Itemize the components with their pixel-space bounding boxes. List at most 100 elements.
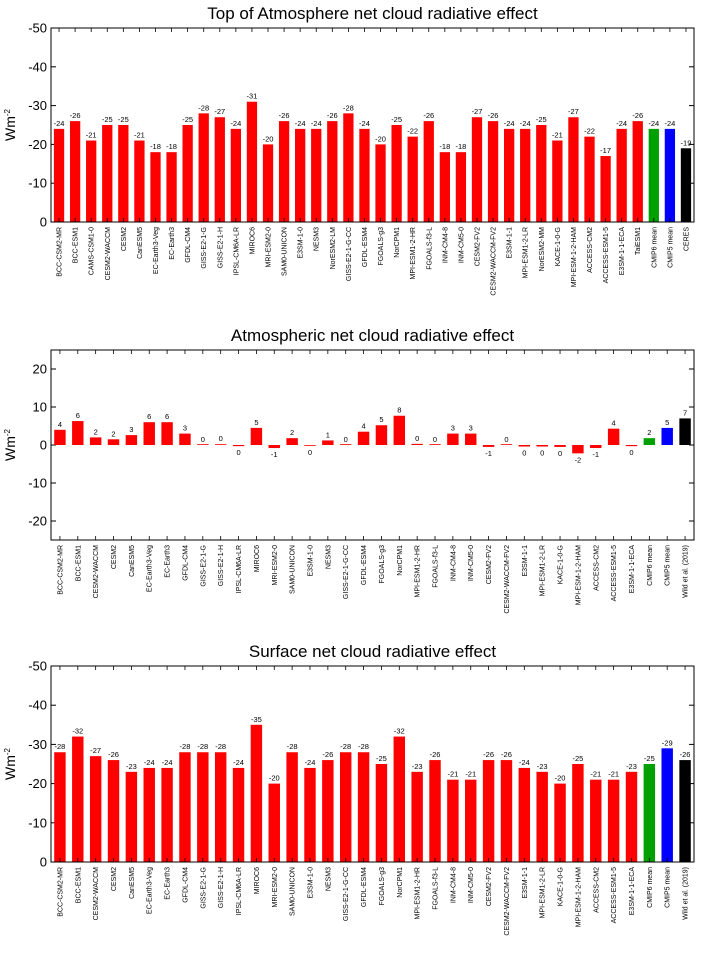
sfc-category-label: GISS-E2-1-G-CC xyxy=(343,867,350,921)
toa-bar-gfdl-cm4 xyxy=(182,125,193,222)
atm-bar-gfdl-esm4 xyxy=(357,431,370,445)
toa-y-axis-label: Wm-2 xyxy=(2,108,18,141)
toa-data-label: -28 xyxy=(343,103,354,112)
sfc-data-label: -24 xyxy=(305,758,316,767)
toa-category-label: NorESM2-LM xyxy=(330,227,337,270)
toa-category-label: EC-Earth3-Veg xyxy=(153,227,160,274)
sfc-data-label: -24 xyxy=(144,758,155,767)
atm-bar-e3sm-1-1-eca xyxy=(625,445,638,447)
sfc-category-label: IPSL-CM6A-LR xyxy=(236,867,243,915)
surface-cre-chart: Surface net cloud radiative effect Wm-2 0 -… xyxy=(2,642,695,936)
sfc-plot-frame xyxy=(50,665,695,863)
atm-bar-norcpm1 xyxy=(393,415,406,445)
atm-data-label: 4 xyxy=(612,419,616,428)
toa-data-label: -26 xyxy=(423,111,434,120)
sfc-ytick-label: -20 xyxy=(28,776,47,791)
toa-data-label: -26 xyxy=(327,111,338,120)
toa-data-label: -20 xyxy=(375,134,386,143)
sfc-category-label: GISS-E2-1-H xyxy=(218,867,225,908)
atm-chart-title: Atmospheric net cloud radiative effect xyxy=(231,326,514,345)
sfc-category-label: BCC-CSM2-MR xyxy=(57,867,64,917)
sfc-ytick-label: -30 xyxy=(28,737,47,752)
atm-category-label: GFDL-ESM4 xyxy=(361,545,368,585)
atm-data-label: 2 xyxy=(111,429,115,438)
atm-y-axis-label: Wm-2 xyxy=(2,428,18,461)
atm-data-label: 8 xyxy=(397,406,401,415)
toa-category-label: INM-CM5-0 xyxy=(458,227,465,263)
toa-bar-sam0-unicon xyxy=(278,121,290,222)
sfc-data-label: -26 xyxy=(108,750,119,759)
toa-data-label: -24 xyxy=(230,119,241,128)
atm-category-label: BCC-ESM1 xyxy=(75,545,82,581)
atm-bar-fgoals-f3-l xyxy=(429,444,441,445)
toa-category-label: SAM0-UNICON xyxy=(282,227,289,276)
sfc-data-label: -23 xyxy=(126,762,137,771)
sfc-y-axis-label: Wm-2 xyxy=(2,747,18,780)
toa-bar-giss-e2-1-h xyxy=(214,117,225,222)
atm-y-axis-label-sup: -2 xyxy=(3,428,12,436)
sfc-category-label: FGOALS-g3 xyxy=(379,867,386,906)
toa-data-label: -19 xyxy=(681,138,692,147)
sfc-data-label: -26 xyxy=(483,750,494,759)
sfc-bar-e3sm-1-1 xyxy=(518,767,531,862)
atm-data-label: 0 xyxy=(540,449,544,458)
atm-category-label: E3SM-1-1-ECA xyxy=(629,545,636,594)
atm-data-label: 2 xyxy=(290,428,294,437)
sfc-category-label: KACE-1-0-G xyxy=(558,867,565,906)
toa-category-label: MPI-ESM1-2-LR xyxy=(523,227,530,278)
atm-bar-cmip6-mean xyxy=(643,438,656,445)
toa-category-label: FGOALS-g3 xyxy=(378,227,385,266)
sfc-bar-giss-e2-1-h xyxy=(214,752,227,862)
sfc-bar-nesm3 xyxy=(322,760,334,862)
atm-bar-wild-et-al-2019- xyxy=(679,418,691,445)
sfc-category-label: E3SM-1-1-ECA xyxy=(629,867,636,916)
atm-bar-giss-e2-1-g-cc xyxy=(339,444,352,445)
atm-bar-ipsl-cm6a-lr xyxy=(232,445,245,447)
toa-data-label: -17 xyxy=(600,146,611,155)
sfc-bar-cesm2-waccm-fv2 xyxy=(500,760,513,862)
atm-bar-bcc-esm1 xyxy=(72,421,84,445)
sfc-bar-cesm2-waccm xyxy=(89,756,102,862)
toa-data-label: -21 xyxy=(134,131,145,140)
sfc-bar-gfdl-cm4 xyxy=(179,752,191,862)
atm-category-label: SAM0-UNICON xyxy=(290,545,297,594)
toa-bar-giss-e2-1-g-cc xyxy=(343,113,354,222)
toa-data-label: -27 xyxy=(472,107,483,116)
sfc-data-label: -28 xyxy=(197,742,208,751)
toa-plot-frame xyxy=(50,27,695,223)
sfc-data-label: -21 xyxy=(465,770,476,779)
toa-bar-cams-csm1-0 xyxy=(86,140,97,222)
toa-ytick-label: -20 xyxy=(28,137,47,152)
sfc-bar-ec-earth3 xyxy=(161,767,173,862)
toa-bar-mpi-esm-1-2-ham xyxy=(568,117,579,222)
sfc-data-label: -21 xyxy=(447,770,458,779)
atm-bar-inm-cm4-8 xyxy=(447,433,459,445)
atm-bar-e3sm-1-0 xyxy=(304,445,316,446)
sfc-data-label: -25 xyxy=(572,754,583,763)
atm-category-label: MRI-ESM2-0 xyxy=(272,545,279,586)
toa-category-label: CESM2-WACCM-FV2 xyxy=(491,227,498,296)
atm-category-label: ACCESS-ESM1-5 xyxy=(611,545,618,602)
toa-category-label: ACCESS-CM2 xyxy=(587,227,594,273)
atm-bar-mpi-esm1-2-lr xyxy=(536,445,548,447)
sfc-category-label: E3SM-1-1 xyxy=(522,867,529,899)
toa-category-label: CMIP5 mean xyxy=(667,227,674,268)
toa-category-label: NorCPM1 xyxy=(394,227,401,258)
atm-data-label: 0 xyxy=(522,449,526,458)
atm-bar-access-cm2 xyxy=(590,445,602,449)
atm-bar-cesm2 xyxy=(107,439,120,445)
toa-ytick-label: -10 xyxy=(28,176,47,191)
toa-category-label: CESM2-FV2 xyxy=(474,227,481,266)
sfc-category-label: CMIP5 mean xyxy=(665,867,672,908)
atm-data-label: 0 xyxy=(344,435,348,444)
atm-category-label: MPI-ESM1-2-LR xyxy=(540,545,547,596)
toa-data-label: -25 xyxy=(536,115,547,124)
toa-category-label: NESM3 xyxy=(314,227,321,251)
toa-bar-norcpm1 xyxy=(391,125,402,222)
atm-data-label: 5 xyxy=(379,415,383,424)
sfc-bar-cesm2-fv2 xyxy=(482,760,495,862)
sfc-bar-kace-1-0-g xyxy=(554,783,566,862)
toa-category-label: INM-CM4-8 xyxy=(442,227,449,263)
sfc-bar-giss-e2-1-g xyxy=(197,752,209,862)
toa-category-label: BCC-ESM1 xyxy=(73,227,80,263)
